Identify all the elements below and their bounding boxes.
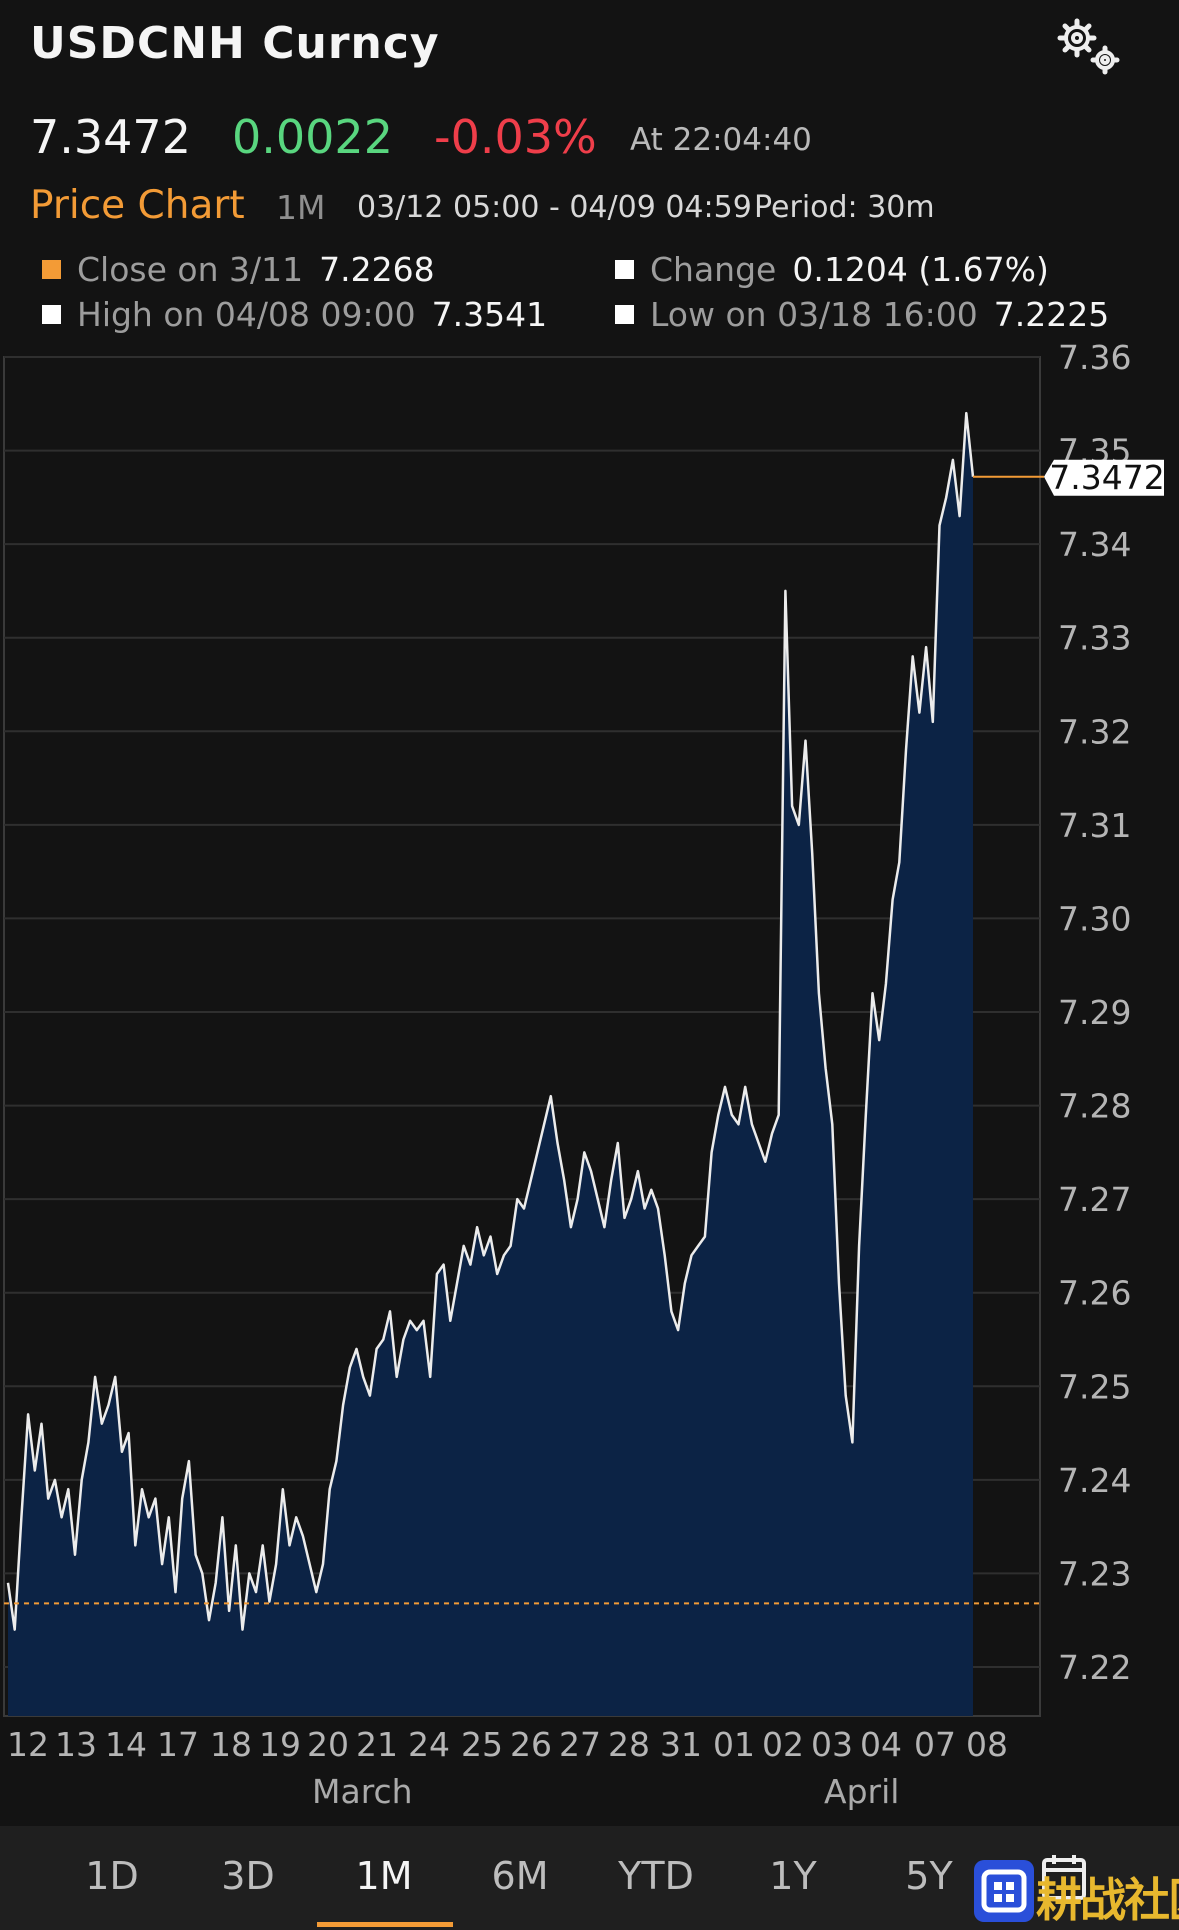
- watermark-text: 耕战社区: [1036, 1873, 1179, 1927]
- tab-5y[interactable]: 5Y: [905, 1854, 953, 1898]
- y-tick-label: 7.24: [1058, 1461, 1131, 1500]
- stat-change: Change 0.1204 (1.67%): [615, 250, 1049, 289]
- tab-3d[interactable]: 3D: [221, 1854, 275, 1898]
- x-tick-label: 08: [966, 1725, 1008, 1764]
- x-tick-label: 07: [914, 1725, 956, 1764]
- stat-high-value: 7.3541: [431, 295, 548, 334]
- month-label-april: April: [824, 1772, 900, 1811]
- month-label-march: March: [312, 1772, 413, 1811]
- x-tick-label: 01: [713, 1725, 755, 1764]
- y-tick-label: 7.32: [1058, 712, 1131, 751]
- price-chart-dates: 03/12 05:00 - 04/09 04:59: [357, 190, 752, 225]
- x-tick-label: 31: [660, 1725, 702, 1764]
- stat-change-label: Change: [650, 250, 777, 289]
- net-change: 0.0022: [232, 110, 393, 164]
- stat-high-label: High on 04/08 09:00: [77, 295, 416, 334]
- tab-6m[interactable]: 6M: [491, 1854, 549, 1898]
- last-price-label: 7.3472: [1049, 458, 1164, 497]
- x-tick-label: 24: [408, 1725, 450, 1764]
- x-tick-label: 28: [608, 1725, 650, 1764]
- percent-change: -0.03%: [434, 110, 597, 164]
- y-tick-label: 7.26: [1058, 1274, 1131, 1313]
- stat-change-value: 0.1204 (1.67%): [792, 250, 1049, 289]
- y-tick-label: 7.28: [1058, 1087, 1131, 1126]
- y-tick-label: 7.22: [1058, 1648, 1131, 1687]
- x-tick-label: 03: [811, 1725, 853, 1764]
- series-area: [8, 413, 973, 1717]
- x-tick-label: 21: [356, 1725, 398, 1764]
- stat-low: Low on 03/18 16:00 7.2225: [615, 295, 1109, 334]
- active-tab-indicator: [317, 1922, 453, 1927]
- y-tick-label: 7.25: [1058, 1367, 1131, 1406]
- y-tick-label: 7.29: [1058, 993, 1131, 1032]
- tab-1m[interactable]: 1M: [355, 1854, 413, 1898]
- y-tick-label: 7.34: [1058, 525, 1131, 564]
- x-tick-label: 18: [210, 1725, 252, 1764]
- x-tick-label: 02: [762, 1725, 804, 1764]
- last-price: 7.3472: [30, 110, 191, 164]
- price-chart[interactable]: 7.367.357.347.337.327.317.307.297.287.27…: [0, 340, 1179, 1820]
- y-tick-label: 7.31: [1058, 806, 1131, 845]
- y-tick-label: 7.36: [1058, 340, 1131, 377]
- tab-ytd[interactable]: YTD: [618, 1854, 694, 1898]
- quote-time: At 22:04:40: [630, 122, 812, 158]
- y-tick-label: 7.30: [1058, 899, 1131, 938]
- stat-high: High on 04/08 09:00 7.3541: [42, 295, 547, 334]
- x-tick-label: 14: [105, 1725, 147, 1764]
- x-tick-label: 25: [461, 1725, 503, 1764]
- low-legend-square: [615, 305, 634, 324]
- x-tick-label: 17: [157, 1725, 199, 1764]
- tab-1d[interactable]: 1D: [85, 1854, 139, 1898]
- tab-1y[interactable]: 1Y: [769, 1854, 817, 1898]
- price-chart-title: Price Chart: [30, 183, 245, 228]
- stat-close: Close on 3/11 7.2268: [42, 250, 435, 289]
- x-tick-label: 26: [510, 1725, 552, 1764]
- x-tick-label: 27: [559, 1725, 601, 1764]
- last-price-tag: [1044, 459, 1164, 496]
- y-tick-label: 7.33: [1058, 619, 1131, 658]
- calendar-icon[interactable]: [1040, 1852, 1088, 1902]
- high-legend-square: [42, 305, 61, 324]
- change-legend-square: [615, 260, 634, 279]
- series-line: [6, 411, 975, 1631]
- x-tick-label: 04: [860, 1725, 902, 1764]
- logo-icon: [974, 1860, 1034, 1922]
- close-legend-square: [42, 260, 61, 279]
- price-chart-period: Period: 30m: [754, 190, 935, 225]
- x-tick-label: 20: [307, 1725, 349, 1764]
- stat-low-label: Low on 03/18 16:00: [650, 295, 978, 334]
- x-tick-label: 12: [7, 1725, 49, 1764]
- stat-close-label: Close on 3/11: [77, 250, 304, 289]
- y-tick-label: 7.27: [1058, 1180, 1131, 1219]
- stat-low-value: 7.2225: [993, 295, 1110, 334]
- x-tick-label: 19: [259, 1725, 301, 1764]
- gears-icon[interactable]: [1053, 16, 1123, 76]
- page-title: USDCNH Curncy: [30, 18, 440, 69]
- y-tick-label: 7.23: [1058, 1554, 1131, 1593]
- price-chart-range: 1M: [276, 188, 326, 227]
- stat-close-value: 7.2268: [319, 250, 435, 289]
- x-tick-label: 13: [55, 1725, 97, 1764]
